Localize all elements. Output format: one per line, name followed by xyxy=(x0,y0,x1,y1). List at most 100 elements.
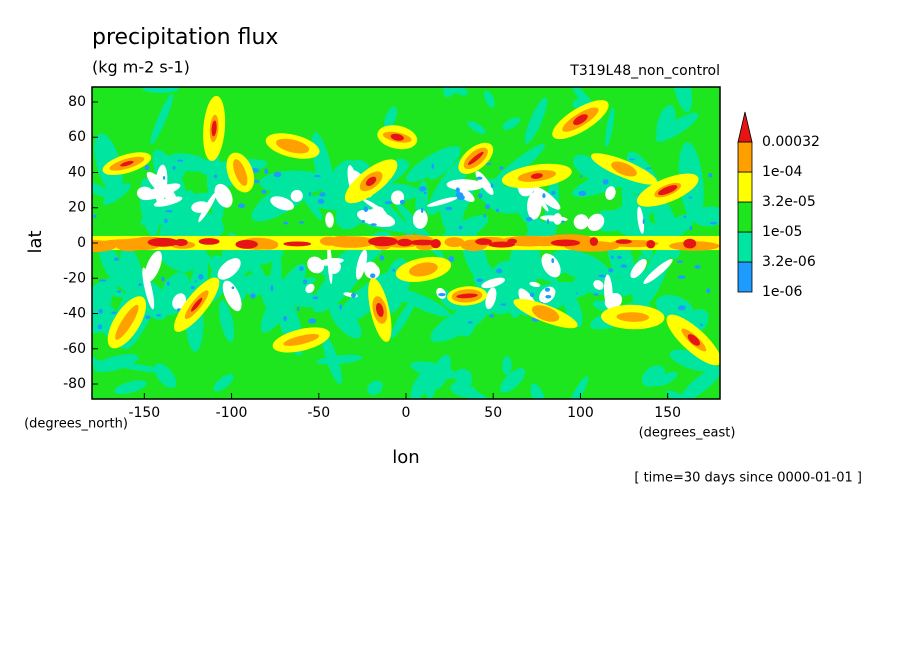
field-patch xyxy=(694,265,701,269)
field-patch xyxy=(587,213,605,231)
field-patch xyxy=(392,268,396,272)
y-axis-label: lat xyxy=(25,230,46,253)
x-tick-label: 0 xyxy=(402,405,411,421)
field-patch xyxy=(456,187,475,202)
field-patch xyxy=(111,311,117,315)
field-patch xyxy=(687,334,700,346)
y-tick-label: 60 xyxy=(68,129,86,145)
field-patch xyxy=(150,93,174,145)
field-patch xyxy=(630,258,647,279)
field-patch xyxy=(418,186,427,192)
field-patch xyxy=(410,361,457,379)
field-patch xyxy=(443,87,458,98)
field-patch xyxy=(573,114,588,126)
field-patch xyxy=(484,162,492,166)
field-patch xyxy=(645,167,652,170)
field-patch xyxy=(384,201,393,205)
field-patch xyxy=(213,174,218,179)
colorbar-arrow xyxy=(737,111,753,143)
x-tick-label: 100 xyxy=(567,405,594,421)
field-patch xyxy=(235,239,258,249)
field-patch xyxy=(339,304,343,310)
field-patch xyxy=(676,260,684,264)
field-patch xyxy=(683,215,687,218)
field-patch xyxy=(102,183,131,205)
field-patch xyxy=(580,175,583,178)
field-patch xyxy=(409,239,437,246)
field-patch xyxy=(214,183,233,208)
field-patch xyxy=(566,376,589,399)
field-patch xyxy=(97,324,103,330)
field-patch xyxy=(307,256,325,274)
field-patch xyxy=(233,159,248,186)
field-patch xyxy=(142,87,179,93)
colorbar-label: 1e-04 xyxy=(762,164,802,180)
field-patch xyxy=(499,166,504,170)
field-patch xyxy=(329,302,362,339)
field-patch xyxy=(438,293,446,297)
colorbar-box xyxy=(737,201,753,233)
field-patch xyxy=(251,168,260,173)
field-patch xyxy=(444,237,465,248)
field-patch xyxy=(376,302,384,318)
field-patch xyxy=(688,196,693,199)
field-patch xyxy=(530,383,546,399)
field-patch xyxy=(454,303,476,337)
time-label: [ time=30 days since 0000-01-01 ] xyxy=(634,471,862,486)
field-patch xyxy=(144,164,150,171)
y-units: (degrees_north) xyxy=(24,417,128,432)
field-patch xyxy=(355,249,368,280)
field-patch xyxy=(628,158,636,161)
field-patch xyxy=(217,258,241,280)
field-patch xyxy=(194,280,197,283)
field-patch xyxy=(672,87,692,113)
field-patch xyxy=(620,264,628,268)
field-patch xyxy=(351,292,356,298)
field-patch xyxy=(656,105,676,142)
field-patch xyxy=(637,206,645,234)
field-patch xyxy=(190,286,195,290)
field-patch xyxy=(312,296,319,300)
field-patch xyxy=(700,323,703,327)
field-patch xyxy=(476,278,484,283)
field-patch xyxy=(174,238,188,247)
field-patch xyxy=(270,196,295,211)
field-patch xyxy=(531,305,560,322)
field-patch xyxy=(383,106,398,130)
colorbar-label: 3.2e-06 xyxy=(762,254,816,270)
field-patch xyxy=(273,171,282,178)
field-patch xyxy=(490,183,494,188)
field-patch xyxy=(114,380,147,395)
y-tick-label: 40 xyxy=(68,164,86,180)
field-patch xyxy=(489,314,495,318)
colorbar-box xyxy=(737,171,753,203)
field-patch xyxy=(456,194,465,201)
field-patch xyxy=(253,179,260,184)
y-tick-label: 20 xyxy=(68,200,86,216)
field-patch xyxy=(368,206,385,221)
field-patch xyxy=(238,203,246,209)
field-patch xyxy=(379,255,385,261)
field-patch xyxy=(364,263,380,279)
field-patch xyxy=(551,249,611,282)
field-patch xyxy=(138,283,143,287)
field-patch xyxy=(423,191,427,195)
field-patch xyxy=(658,185,678,196)
field-patch xyxy=(467,151,484,165)
field-patch xyxy=(116,290,122,293)
field-patch xyxy=(420,207,424,214)
field-patch xyxy=(296,306,300,312)
field-patch xyxy=(308,318,317,324)
field-patch xyxy=(450,382,477,398)
field-patch xyxy=(561,220,565,223)
colorbar-label: 3.2e-05 xyxy=(762,194,816,210)
field-patch xyxy=(251,173,320,222)
field-patch xyxy=(302,279,308,285)
field-patch xyxy=(484,90,495,108)
field-patch xyxy=(610,255,614,260)
x-tick-label: 150 xyxy=(654,405,681,421)
field-patch xyxy=(144,250,162,283)
field-patch xyxy=(551,190,556,195)
field-patch xyxy=(162,176,166,180)
